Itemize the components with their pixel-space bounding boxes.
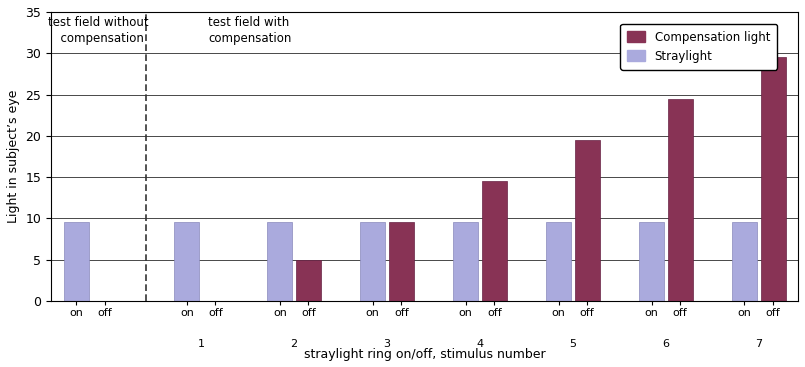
Text: 1: 1 [198, 338, 204, 349]
Text: 7: 7 [755, 338, 762, 349]
Bar [546, 222, 571, 301]
Text: 2: 2 [291, 338, 298, 349]
Y-axis label: Light in subject’s eye: Light in subject’s eye [7, 90, 20, 223]
Bar [639, 222, 664, 301]
Text: test field without
  compensation: test field without compensation [48, 16, 149, 45]
Bar [481, 181, 507, 301]
Bar [667, 99, 692, 301]
Text: 4: 4 [477, 338, 484, 349]
Bar [761, 57, 786, 301]
Bar [732, 222, 757, 301]
Bar [296, 260, 321, 301]
Bar [575, 140, 600, 301]
Bar [267, 222, 292, 301]
Text: 6: 6 [663, 338, 669, 349]
Text: test field with
compensation: test field with compensation [208, 16, 291, 45]
X-axis label: straylight ring on/off, stimulus number: straylight ring on/off, stimulus number [303, 348, 546, 361]
Text: 3: 3 [383, 338, 390, 349]
Legend: Compensation light, Straylight: Compensation light, Straylight [621, 23, 777, 70]
Text: 5: 5 [569, 338, 576, 349]
Bar [389, 222, 414, 301]
Bar [453, 222, 478, 301]
Bar [64, 222, 89, 301]
Bar [175, 222, 200, 301]
Bar [361, 222, 386, 301]
